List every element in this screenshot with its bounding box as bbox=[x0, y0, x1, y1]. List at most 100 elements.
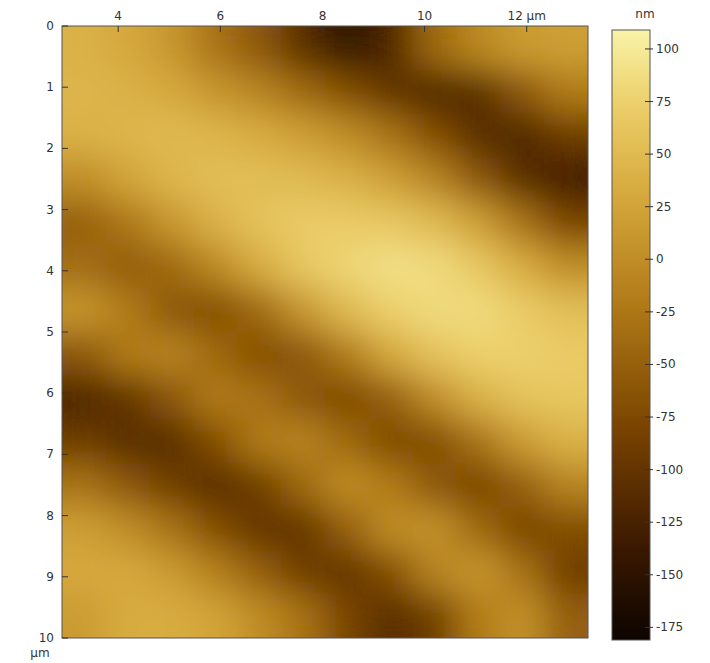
x-tick-label: 10 bbox=[417, 9, 432, 23]
y-tick bbox=[62, 209, 68, 210]
cell bbox=[544, 113, 588, 157]
colorbar-tick bbox=[645, 101, 653, 102]
cell bbox=[194, 551, 238, 595]
cell bbox=[369, 201, 413, 245]
cell bbox=[369, 594, 413, 638]
cell bbox=[544, 201, 588, 245]
y-tick-label: 10 bbox=[39, 631, 54, 645]
cell bbox=[413, 70, 457, 114]
cell bbox=[544, 551, 588, 595]
cell bbox=[413, 113, 457, 157]
cell bbox=[413, 157, 457, 201]
cell bbox=[500, 594, 544, 638]
y-tick bbox=[62, 515, 68, 516]
cell bbox=[457, 245, 501, 289]
cell bbox=[544, 70, 588, 114]
cell bbox=[106, 201, 150, 245]
cell bbox=[150, 157, 194, 201]
cell bbox=[62, 332, 106, 376]
colorbar-tick bbox=[645, 522, 653, 523]
cell bbox=[369, 245, 413, 289]
cell bbox=[150, 507, 194, 551]
colorbar-tick bbox=[645, 364, 653, 365]
x-tick bbox=[220, 26, 221, 32]
cell bbox=[413, 332, 457, 376]
cell bbox=[62, 507, 106, 551]
cell bbox=[106, 507, 150, 551]
cell bbox=[325, 288, 369, 332]
cell bbox=[544, 245, 588, 289]
cell bbox=[457, 113, 501, 157]
cell bbox=[457, 551, 501, 595]
y-tick bbox=[62, 638, 68, 639]
x-tick bbox=[118, 26, 119, 32]
x-tick-label: 12 µm bbox=[508, 9, 546, 23]
y-tick bbox=[62, 393, 68, 394]
cell bbox=[369, 26, 413, 70]
y-tick bbox=[62, 576, 68, 577]
cell bbox=[369, 507, 413, 551]
chart: 4681012 µm012345678910µm1007550250-25-50… bbox=[0, 0, 710, 663]
cell bbox=[194, 157, 238, 201]
cell bbox=[544, 376, 588, 420]
cell bbox=[500, 26, 544, 70]
cell bbox=[106, 113, 150, 157]
y-axis-unit: µm bbox=[30, 646, 49, 660]
colorbar-tick-label: 50 bbox=[656, 147, 671, 161]
y-tick bbox=[62, 26, 68, 27]
cell bbox=[500, 332, 544, 376]
cell bbox=[106, 245, 150, 289]
x-tick bbox=[322, 26, 323, 32]
cell bbox=[281, 507, 325, 551]
cell bbox=[325, 26, 369, 70]
cell bbox=[544, 288, 588, 332]
cell bbox=[194, 463, 238, 507]
cell bbox=[237, 201, 281, 245]
colorbar-tick-label: -150 bbox=[656, 568, 683, 582]
colorbar-tick-label: -100 bbox=[656, 463, 683, 477]
cell bbox=[106, 288, 150, 332]
cell bbox=[325, 201, 369, 245]
y-tick bbox=[62, 87, 68, 88]
cell bbox=[369, 288, 413, 332]
colorbar-tick bbox=[645, 311, 653, 312]
cell bbox=[413, 551, 457, 595]
colorbar-tick-label: 75 bbox=[656, 95, 671, 109]
y-tick-label: 1 bbox=[46, 80, 54, 94]
cell bbox=[194, 201, 238, 245]
height-map bbox=[62, 26, 588, 638]
cell bbox=[457, 157, 501, 201]
cell bbox=[62, 594, 106, 638]
y-tick-label: 4 bbox=[46, 264, 54, 278]
cell bbox=[62, 201, 106, 245]
cell bbox=[106, 332, 150, 376]
cell bbox=[500, 463, 544, 507]
colorbar-tick-label: 100 bbox=[656, 42, 679, 56]
cell bbox=[62, 288, 106, 332]
cell bbox=[325, 245, 369, 289]
cell bbox=[194, 332, 238, 376]
y-tick bbox=[62, 270, 68, 271]
x-tick-label: 6 bbox=[216, 9, 224, 23]
y-tick-label: 9 bbox=[46, 570, 54, 584]
cell bbox=[150, 594, 194, 638]
cell bbox=[544, 157, 588, 201]
cell bbox=[500, 245, 544, 289]
cell bbox=[150, 463, 194, 507]
x-tick bbox=[526, 26, 527, 32]
cell bbox=[237, 332, 281, 376]
cell bbox=[62, 376, 106, 420]
colorbar-tick-label: -75 bbox=[656, 410, 676, 424]
cell bbox=[281, 70, 325, 114]
cell bbox=[106, 463, 150, 507]
cell bbox=[150, 288, 194, 332]
cell bbox=[281, 551, 325, 595]
colorbar-tick-label: 0 bbox=[656, 252, 664, 266]
cell bbox=[237, 594, 281, 638]
cell bbox=[194, 26, 238, 70]
cell bbox=[237, 70, 281, 114]
cell bbox=[500, 419, 544, 463]
cell bbox=[500, 113, 544, 157]
cell bbox=[150, 26, 194, 70]
cell bbox=[457, 70, 501, 114]
